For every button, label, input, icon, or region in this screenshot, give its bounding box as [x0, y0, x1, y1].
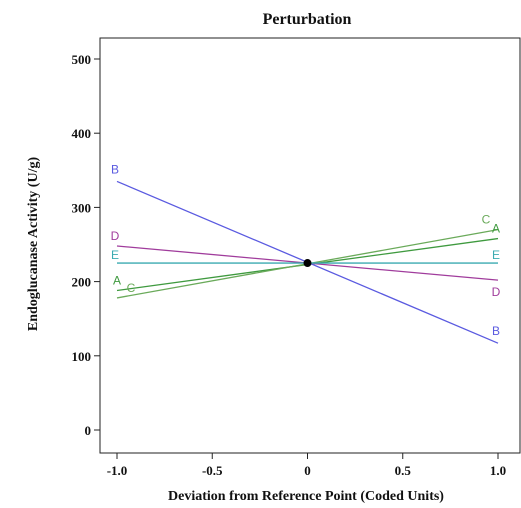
chart-title: Perturbation — [263, 11, 352, 28]
x-axis-ticks: -1.0 -0.5 0 0.5 1.0 — [107, 453, 506, 478]
y-tick-label: 0 — [85, 423, 92, 438]
y-tick-label: 500 — [72, 52, 92, 67]
y-axis-label: Endoglucanase Activity (U/g) — [26, 157, 41, 332]
series-label-c: C — [127, 281, 136, 295]
plot-frame — [99, 37, 521, 454]
x-tick-label: -1.0 — [107, 463, 128, 478]
y-tick-label: 200 — [72, 275, 92, 290]
series-label-e: E — [492, 248, 500, 262]
x-tick-label: 0 — [304, 463, 311, 478]
x-axis-label: Deviation from Reference Point (Coded Un… — [168, 489, 444, 504]
series-label-a: A — [492, 222, 500, 236]
series-label-d: D — [492, 285, 501, 299]
reference-point-dot — [303, 259, 312, 268]
x-tick-label: -0.5 — [202, 463, 223, 478]
y-tick-label: 400 — [72, 126, 92, 141]
x-tick-label: 1.0 — [490, 463, 506, 478]
x-tick-label: 0.5 — [395, 463, 412, 478]
reference-point-marker — [303, 259, 312, 268]
y-tick-label: 300 — [72, 200, 92, 215]
series-label-a: A — [113, 274, 121, 288]
series-label-d: D — [111, 229, 120, 243]
y-tick-label: 100 — [72, 349, 92, 364]
series-label-b: B — [492, 324, 500, 338]
series-label-b: B — [111, 162, 119, 176]
series-label-c: C — [482, 213, 491, 227]
series-label-e: E — [111, 248, 119, 262]
y-axis-ticks: 0 100 200 300 400 500 — [72, 52, 100, 438]
